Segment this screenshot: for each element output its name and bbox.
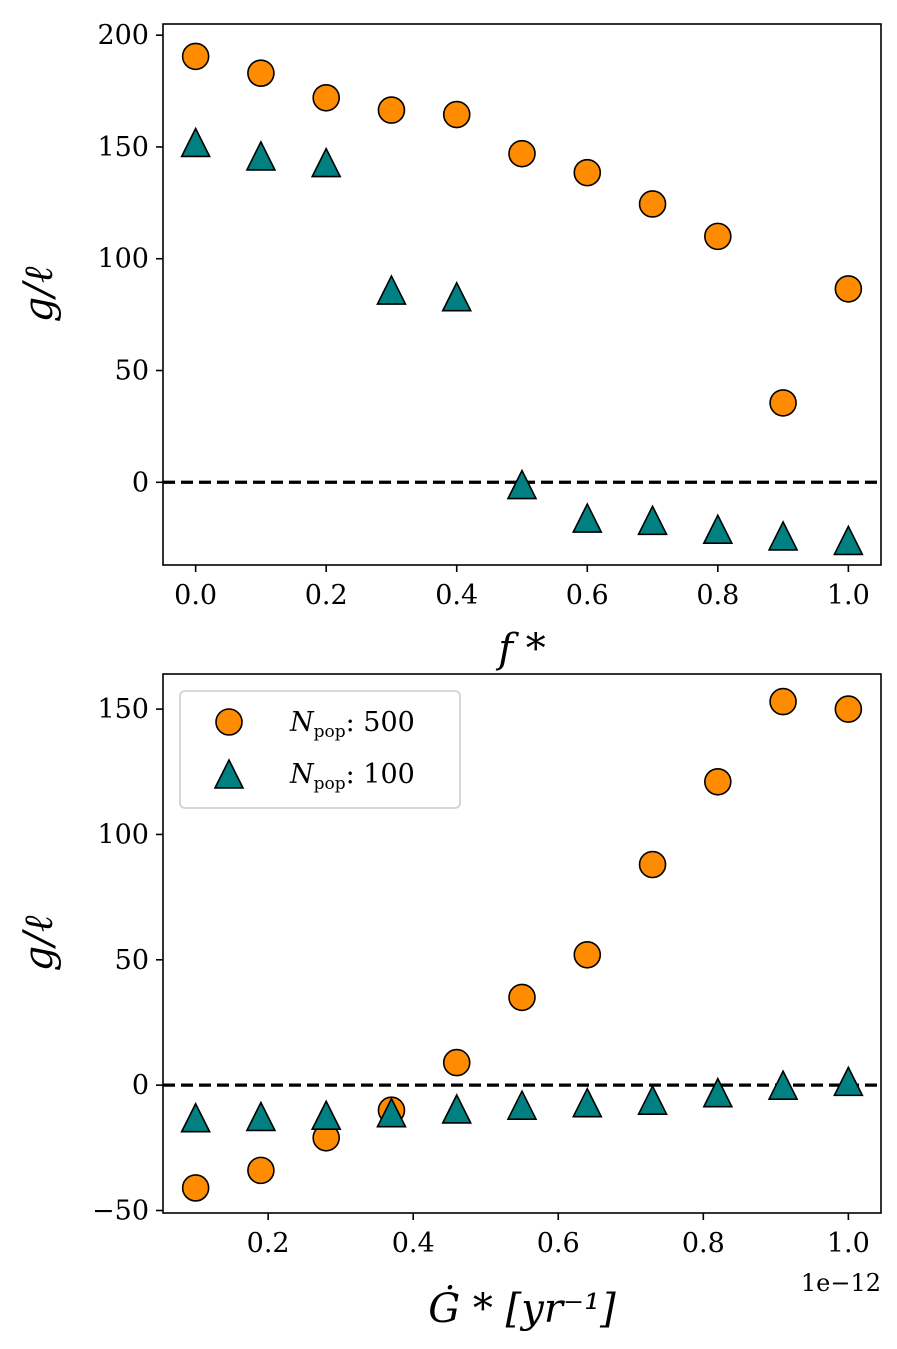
data-point-triangle [441, 1093, 473, 1124]
legend-marker [213, 758, 245, 789]
data-point-triangle [245, 1100, 277, 1132]
legend-label: Npop: 500 [289, 707, 415, 742]
legend-frame [179, 690, 461, 809]
series-triangles [180, 126, 864, 556]
data-point-circle [573, 940, 602, 969]
y-tick-label: 200 [97, 20, 149, 51]
legend-label: Npop: 100 [289, 759, 415, 794]
data-point-circle [573, 158, 602, 187]
data-point-triangle [245, 140, 277, 171]
data-point-circle [834, 695, 863, 723]
x-tick-label: 0.8 [682, 1228, 725, 1259]
legend-marker [215, 708, 243, 736]
data-point-triangle [767, 520, 799, 551]
y-tick-label: −50 [92, 1195, 149, 1226]
data-point-circle [834, 275, 863, 303]
plot-frame [162, 23, 882, 566]
series-circles [181, 42, 863, 417]
data-point-circle [508, 983, 536, 1012]
data-point-circle [508, 139, 536, 168]
data-point-triangle [441, 280, 473, 312]
y-axis-label: g/ℓ [16, 915, 62, 971]
data-point-circle [312, 83, 340, 112]
data-point-triangle [833, 524, 864, 556]
data-point-triangle [180, 1101, 211, 1133]
data-point-circle [247, 1156, 275, 1185]
x-tick-label: 1.0 [827, 580, 870, 611]
x-tick-label: 0.8 [696, 580, 739, 611]
data-point-circle [377, 96, 406, 124]
data-point-circle [704, 767, 732, 796]
x-tick-label: 0.0 [174, 580, 217, 611]
data-point-circle [442, 100, 471, 129]
data-point-triangle [637, 504, 668, 536]
plot-frame [162, 673, 882, 1214]
data-point-triangle [376, 274, 407, 305]
x-tick-label: 0.2 [247, 1228, 290, 1259]
data-point-triangle [376, 1096, 407, 1128]
y-axis-label: g/ℓ [16, 266, 62, 322]
data-point-circle [704, 222, 732, 251]
data-point-circle [769, 389, 797, 417]
data-point-circle [769, 687, 797, 716]
data-point-circle [638, 850, 667, 879]
data-point-triangle [702, 513, 734, 545]
series-circles [181, 687, 863, 1202]
data-point-circle [442, 1048, 471, 1077]
data-point-triangle [571, 502, 603, 533]
y-tick-label: 150 [97, 694, 149, 725]
top-panel: 0.0 0.2 0.4 0.6 0.8 1.0 0 50 100 150 200 g/ℓ f * [16, 20, 882, 672]
data-point-circle [247, 59, 275, 87]
y-tick-label: 50 [115, 356, 149, 387]
data-point-triangle [180, 126, 211, 158]
legend: Npop: 500 Npop: 100 [179, 690, 461, 809]
data-point-triangle [637, 1084, 668, 1115]
data-point-circle [638, 190, 667, 218]
x-axis-label: f * [495, 626, 546, 672]
y-tick-label: 100 [97, 819, 149, 850]
bottom-panel: 0.2 0.4 0.6 0.8 1.0 −50 0 50 100 150 g/ℓ Ġ * [yr⁻¹]… [16, 673, 882, 1332]
data-point-triangle [833, 1065, 864, 1097]
x-tick-label: 0.4 [392, 1228, 435, 1259]
x-tick-label: 0.2 [305, 580, 348, 611]
series-triangles [180, 1065, 864, 1133]
y-tick-label: 0 [132, 467, 149, 498]
data-point-triangle [310, 146, 342, 178]
data-point-triangle [506, 1089, 538, 1120]
x-tick-label: 1.0 [827, 1228, 870, 1259]
y-tick-label: 50 [115, 945, 149, 976]
data-point-triangle [310, 1099, 342, 1131]
x-tick-label: 0.4 [435, 580, 478, 611]
y-tick-label: 150 [97, 132, 149, 163]
data-point-circle [181, 42, 210, 71]
y-tick-label: 100 [97, 244, 149, 275]
y-tick-label: 0 [132, 1070, 149, 1101]
x-tick-label: 0.6 [537, 1228, 580, 1259]
data-point-triangle [767, 1069, 799, 1100]
data-point-triangle [506, 468, 538, 500]
x-tick-label: 0.6 [566, 580, 609, 611]
x-offset-label: 1e−12 [801, 1269, 881, 1297]
data-point-triangle [571, 1086, 603, 1118]
x-axis-label: Ġ * [yr⁻¹] [428, 1285, 616, 1332]
data-point-triangle [702, 1076, 734, 1108]
data-point-circle [181, 1174, 210, 1202]
